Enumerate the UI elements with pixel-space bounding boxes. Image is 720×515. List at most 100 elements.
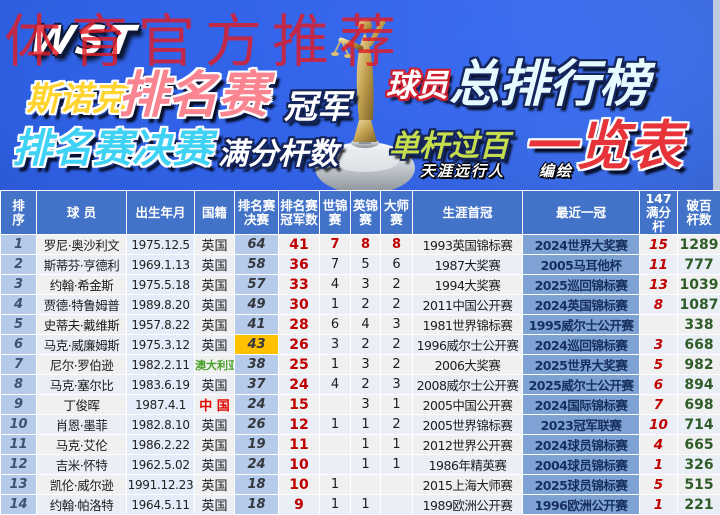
cell-147-breaks: 11 <box>640 255 678 275</box>
cell-world: 4 <box>320 375 351 395</box>
cell-rank: 7 <box>1 355 37 375</box>
cell-centuries: 338 <box>678 315 720 335</box>
cell-rank: 9 <box>1 395 37 415</box>
cell-latest-title: 2024国际锦标赛 <box>523 395 640 415</box>
col-header-world: 世锦 赛 <box>320 191 351 235</box>
cell-latest-title: 2023冠军联赛 <box>523 415 640 435</box>
col-header-ranking-titles: 排名赛 冠军数 <box>279 191 320 235</box>
cell-nationality: 英国 <box>195 415 235 435</box>
cell-finals: 43 <box>235 335 279 355</box>
cell-147-breaks: 1 <box>640 455 678 475</box>
cell-masters: 2 <box>381 295 413 315</box>
cell-ranking-titles: 25 <box>279 355 320 375</box>
cell-world: 7 <box>320 235 351 255</box>
cell-first-title: 2005中国公开赛 <box>413 395 523 415</box>
cell-finals: 26 <box>235 415 279 435</box>
cell-world <box>320 395 351 415</box>
cell-finals: 38 <box>235 355 279 375</box>
cell-rank: 11 <box>1 435 37 455</box>
cell-player: 马克·艾伦 <box>37 435 127 455</box>
cell-world: 3 <box>320 335 351 355</box>
cell-ranking-titles: 9 <box>279 495 320 515</box>
cell-ranking-titles: 36 <box>279 255 320 275</box>
cell-birth: 1964.5.11 <box>127 495 195 515</box>
cell-player: 丁俊晖 <box>37 395 127 415</box>
cell-rank: 14 <box>1 495 37 515</box>
cell-uk: 3 <box>351 275 381 295</box>
cell-rank: 10 <box>1 415 37 435</box>
cell-147-breaks: 5 <box>640 475 678 495</box>
cell-world: 1 <box>320 415 351 435</box>
cell-rank: 4 <box>1 295 37 315</box>
cell-world: 6 <box>320 315 351 335</box>
cell-latest-title: 2005马耳他杯 <box>523 255 640 275</box>
cell-player: 史蒂夫·戴维斯 <box>37 315 127 335</box>
cell-world: 1 <box>320 355 351 375</box>
title-ranking-finals: 排名赛决赛 <box>12 116 212 174</box>
cell-first-title: 1981世界锦标赛 <box>413 315 523 335</box>
cell-uk: 1 <box>351 495 381 515</box>
cell-rank: 13 <box>1 475 37 495</box>
cell-finals: 37 <box>235 375 279 395</box>
col-header-uk: 英锦 赛 <box>351 191 381 235</box>
cell-ranking-titles: 41 <box>279 235 320 255</box>
cell-player: 斯蒂芬·亨德利 <box>37 255 127 275</box>
cell-masters: 1 <box>381 435 413 455</box>
cell-uk: 4 <box>351 315 381 335</box>
cell-masters: 2 <box>381 355 413 375</box>
cell-player: 贾德·特鲁姆普 <box>37 295 127 315</box>
cell-masters: 3 <box>381 315 413 335</box>
cell-centuries: 982 <box>678 355 720 375</box>
cell-147-breaks: 4 <box>640 435 678 455</box>
cell-finals: 18 <box>235 475 279 495</box>
cell-centuries: 1289 <box>678 235 720 255</box>
cell-latest-title: 2024世界大奖赛 <box>523 235 640 255</box>
cell-birth: 1987.4.1 <box>127 395 195 415</box>
cell-birth: 1982.8.10 <box>127 415 195 435</box>
cell-latest-title: 2024巡回锦标赛 <box>523 335 640 355</box>
cell-nationality: 英国 <box>195 235 235 255</box>
cell-uk: 8 <box>351 235 381 255</box>
cell-nationality: 英国 <box>195 455 235 475</box>
cell-ranking-titles: 15 <box>279 395 320 415</box>
cell-player: 马克·威廉姆斯 <box>37 335 127 355</box>
cell-player: 吉米·怀特 <box>37 455 127 475</box>
cell-player: 肖恩·墨菲 <box>37 415 127 435</box>
cell-birth: 1957.8.22 <box>127 315 195 335</box>
cell-nationality: 英国 <box>195 435 235 455</box>
cell-finals: 57 <box>235 275 279 295</box>
cell-uk: 3 <box>351 355 381 375</box>
cell-ranking-titles: 10 <box>279 475 320 495</box>
cell-masters: 2 <box>381 335 413 355</box>
cell-uk: 1 <box>351 455 381 475</box>
cell-uk: 1 <box>351 435 381 455</box>
cell-centuries: 777 <box>678 255 720 275</box>
cell-masters: 2 <box>381 275 413 295</box>
cell-centuries: 714 <box>678 415 720 435</box>
cell-nationality: 英国 <box>195 275 235 295</box>
cell-masters: 1 <box>381 455 413 475</box>
cell-centuries: 1039 <box>678 275 720 295</box>
cell-147-breaks: 6 <box>640 375 678 395</box>
col-header-centuries: 破百 杆数 <box>678 191 720 235</box>
cell-rank: 1 <box>1 235 37 255</box>
cell-centuries: 698 <box>678 395 720 415</box>
cell-nationality: 澳大利亚 <box>195 355 235 375</box>
cell-finals: 58 <box>235 255 279 275</box>
cell-first-title: 1993英国锦标赛 <box>413 235 523 255</box>
cell-first-title: 1996威尔士公开赛 <box>413 335 523 355</box>
cell-first-title: 1994大奖赛 <box>413 275 523 295</box>
cell-latest-title: 2024球员锦标赛 <box>523 435 640 455</box>
cell-player: 马克·塞尔比 <box>37 375 127 395</box>
col-header-player: 球 员 <box>37 191 127 235</box>
title-champion: 冠军 <box>284 80 350 128</box>
cell-rank: 2 <box>1 255 37 275</box>
cell-birth: 1975.12.5 <box>127 235 195 255</box>
cell-world <box>320 455 351 475</box>
cell-masters <box>381 495 413 515</box>
cell-centuries: 668 <box>678 335 720 355</box>
